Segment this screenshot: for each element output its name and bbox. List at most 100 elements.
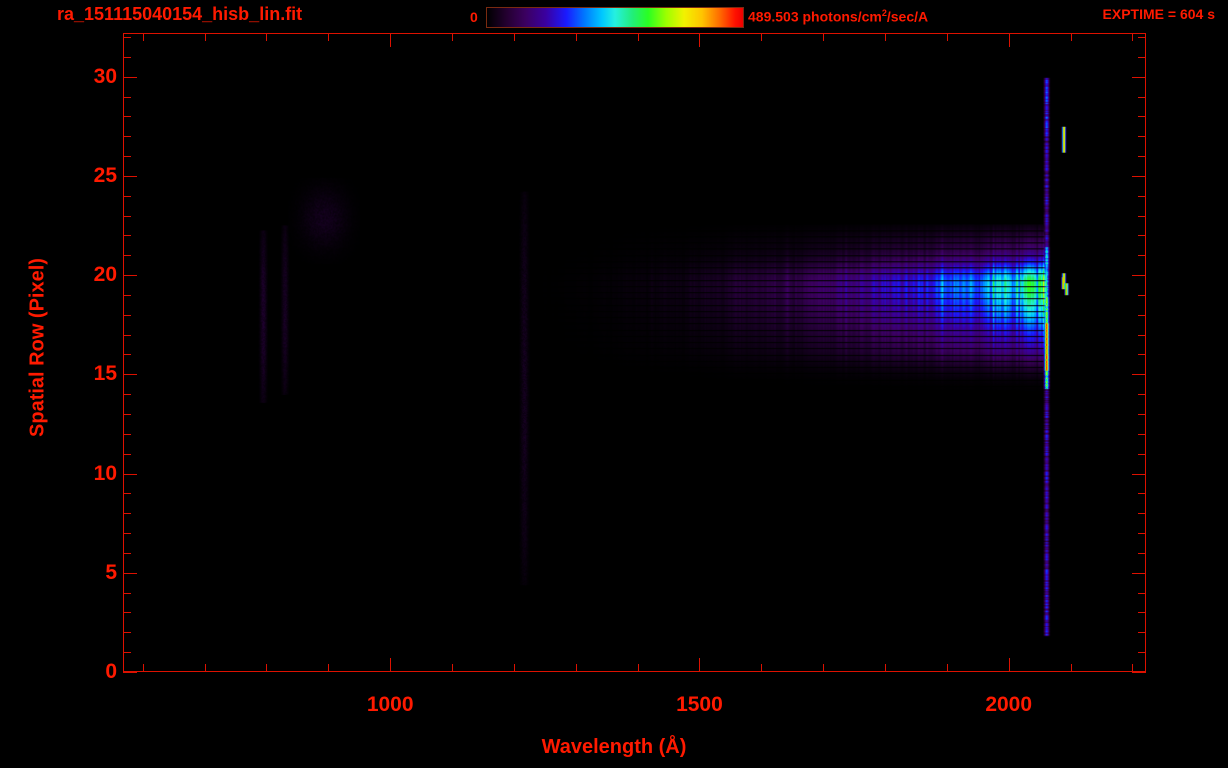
y-tick-right-21 [1138, 255, 1146, 256]
y-tick-13 [123, 414, 131, 415]
x-tick-top-2200 [1132, 33, 1133, 41]
y-tick-26 [123, 156, 131, 157]
y-tick-label-25: 25 [93, 163, 117, 187]
spectrogram-image [124, 34, 1145, 671]
y-tick-21 [123, 255, 131, 256]
y-tick-label-20: 20 [93, 263, 117, 287]
x-tick-label-2000: 2000 [985, 693, 1033, 716]
y-tick-right-22 [1138, 235, 1146, 236]
x-tick-900 [328, 664, 329, 672]
y-tick-right-23 [1138, 216, 1146, 217]
x-tick-top-1000 [390, 33, 391, 47]
y-tick-25 [123, 176, 137, 177]
x-tick-top-1100 [452, 33, 453, 41]
y-tick-right-3 [1138, 612, 1146, 613]
y-tick-right-9 [1138, 493, 1146, 494]
y-tick-right-28 [1138, 116, 1146, 117]
y-tick-right-11 [1138, 454, 1146, 455]
y-tick-27 [123, 136, 131, 137]
x-tick-1000 [390, 658, 391, 672]
colorbar-gradient [486, 7, 744, 28]
y-tick-right-24 [1138, 196, 1146, 197]
y-tick-15 [123, 374, 137, 375]
x-tick-top-1200 [514, 33, 515, 41]
y-tick-right-8 [1138, 513, 1146, 514]
colorbar-max-value: 489.503 [748, 8, 799, 25]
colorbar-units-exponent: 2 [881, 8, 887, 18]
y-tick-2 [123, 632, 131, 633]
y-tick-12 [123, 434, 131, 435]
y-tick-right-26 [1138, 156, 1146, 157]
y-tick-right-14 [1138, 394, 1146, 395]
x-tick-2000 [1009, 658, 1010, 672]
x-tick-1100 [452, 664, 453, 672]
y-tick-right-19 [1138, 295, 1146, 296]
y-tick-right-12 [1138, 434, 1146, 435]
y-tick-right-7 [1138, 533, 1146, 534]
x-tick-1400 [638, 664, 639, 672]
y-axis-title: Spatial Row (Pixel) [26, 258, 49, 437]
x-tick-label-1000: 1000 [366, 693, 414, 716]
y-tick-32 [123, 37, 131, 38]
page-title: ra_151115040154_hisb_lin.fit [57, 4, 303, 24]
x-axis-title: Wavelength (Å) [541, 736, 687, 758]
x-tick-1800 [885, 664, 886, 672]
x-tick-700 [205, 664, 206, 672]
y-tick-11 [123, 454, 131, 455]
x-tick-1600 [761, 664, 762, 672]
y-tick-right-5 [1132, 573, 1146, 574]
x-tick-1200 [514, 664, 515, 672]
y-tick-right-10 [1132, 474, 1146, 475]
colorbar-units-post: /sec/A [886, 8, 929, 25]
y-tick-1 [123, 652, 131, 653]
x-tick-top-1700 [823, 33, 824, 41]
y-tick-label-5: 5 [105, 560, 117, 584]
x-tick-800 [266, 664, 267, 672]
y-tick-16 [123, 354, 131, 355]
y-tick-0 [123, 672, 137, 673]
exptime-label: EXPTIME = 604 s [1102, 6, 1215, 22]
y-tick-label-10: 10 [93, 461, 117, 485]
y-tick-22 [123, 235, 131, 236]
y-tick-right-29 [1138, 97, 1146, 98]
y-tick-right-13 [1138, 414, 1146, 415]
x-tick-1700 [823, 664, 824, 672]
y-tick-3 [123, 612, 131, 613]
x-tick-top-2100 [1071, 33, 1072, 41]
y-tick-4 [123, 593, 131, 594]
y-tick-7 [123, 533, 131, 534]
x-tick-top-800 [266, 33, 267, 41]
y-tick-right-2 [1138, 632, 1146, 633]
y-tick-right-15 [1132, 374, 1146, 375]
colorbar-max-label: 489.503 photons/cm2/sec/A [748, 8, 928, 25]
x-tick-top-700 [205, 33, 206, 41]
y-tick-right-4 [1138, 593, 1146, 594]
y-tick-right-25 [1132, 176, 1146, 177]
plot-area [123, 33, 1146, 672]
y-tick-10 [123, 474, 137, 475]
x-tick-top-600 [143, 33, 144, 41]
x-tick-1300 [576, 664, 577, 672]
y-tick-20 [123, 275, 137, 276]
x-tick-2200 [1132, 664, 1133, 672]
y-tick-30 [123, 77, 137, 78]
y-tick-right-31 [1138, 57, 1146, 58]
y-tick-14 [123, 394, 131, 395]
y-tick-8 [123, 513, 131, 514]
y-tick-19 [123, 295, 131, 296]
y-tick-28 [123, 116, 131, 117]
y-tick-right-27 [1138, 136, 1146, 137]
y-tick-label-30: 30 [93, 64, 117, 88]
x-tick-600 [143, 664, 144, 672]
y-tick-right-1 [1138, 652, 1146, 653]
x-tick-top-1800 [885, 33, 886, 41]
x-tick-1500 [699, 658, 700, 672]
y-tick-right-16 [1138, 354, 1146, 355]
y-tick-18 [123, 315, 131, 316]
y-tick-right-6 [1138, 553, 1146, 554]
x-tick-top-1900 [947, 33, 948, 41]
x-tick-top-1600 [761, 33, 762, 41]
y-tick-17 [123, 335, 131, 336]
colorbar-units-pre: photons/cm [802, 8, 882, 25]
